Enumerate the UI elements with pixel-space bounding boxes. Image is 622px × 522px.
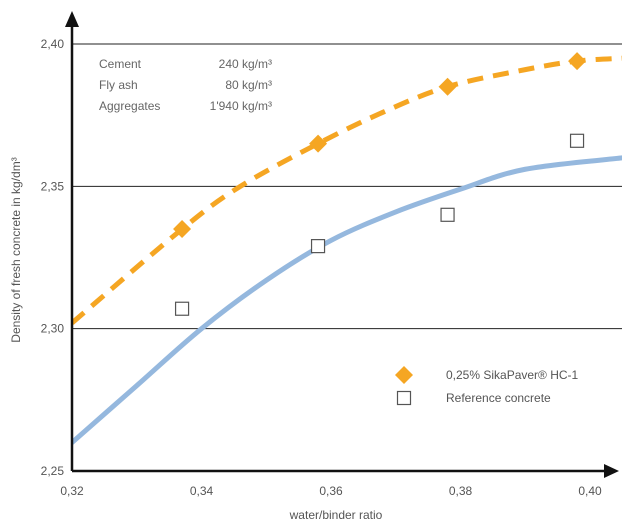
y-tick-label: 2,35 bbox=[41, 179, 65, 193]
info-label: Cement bbox=[99, 57, 142, 71]
info-value: 1'940 kg/m³ bbox=[210, 99, 272, 113]
legend-reference-marker bbox=[396, 390, 412, 406]
curves bbox=[72, 55, 622, 446]
y-tick-label: 2,25 bbox=[41, 464, 65, 478]
info-value: 240 kg/m³ bbox=[219, 57, 272, 71]
axes bbox=[65, 11, 619, 478]
y-tick-label: 2,40 bbox=[41, 37, 65, 51]
reference-point bbox=[440, 207, 455, 222]
markers bbox=[173, 52, 587, 316]
y-axis-title: Density of fresh concrete in kg/dm³ bbox=[9, 157, 23, 342]
legend: 0,25% SikaPaver® HC-1 Reference concrete bbox=[395, 366, 579, 406]
x-tick-label: 0,40 bbox=[578, 484, 602, 498]
y-axis-arrow bbox=[65, 11, 79, 27]
x-tick-label: 0,34 bbox=[190, 484, 214, 498]
sikapaver-point bbox=[438, 77, 457, 96]
sikapaver-point bbox=[309, 134, 328, 153]
reference-point bbox=[310, 239, 326, 254]
info-label: Aggregates bbox=[99, 99, 160, 113]
sikapaver-curve bbox=[72, 55, 622, 325]
x-tick-label: 0,36 bbox=[319, 484, 343, 498]
x-tick-label: 0,38 bbox=[449, 484, 473, 498]
legend-reference-label: Reference concrete bbox=[446, 391, 551, 405]
x-tick-label: 0,32 bbox=[60, 484, 84, 498]
x-axis-title: water/binder ratio bbox=[289, 508, 383, 522]
sikapaver-point bbox=[173, 220, 192, 239]
x-axis-arrow bbox=[604, 464, 619, 478]
legend-sikapaver-label: 0,25% SikaPaver® HC-1 bbox=[446, 368, 579, 382]
grid bbox=[72, 43, 622, 330]
reference-curve bbox=[72, 155, 622, 446]
info-value: 80 kg/m³ bbox=[225, 78, 272, 92]
info-box: Cement 240 kg/m³ Fly ash 80 kg/m³ Aggregates… bbox=[99, 57, 272, 113]
legend-sikapaver-marker bbox=[395, 366, 413, 384]
info-label: Fly ash bbox=[99, 78, 138, 92]
tick-labels: 0,32 0,34 0,36 0,38 0,40 2,25 2,30 2,35 2,40 bbox=[41, 37, 602, 498]
reference-point bbox=[174, 301, 190, 316]
reference-point bbox=[569, 133, 585, 148]
y-tick-label: 2,30 bbox=[41, 322, 65, 336]
sikapaver-point bbox=[568, 52, 587, 71]
